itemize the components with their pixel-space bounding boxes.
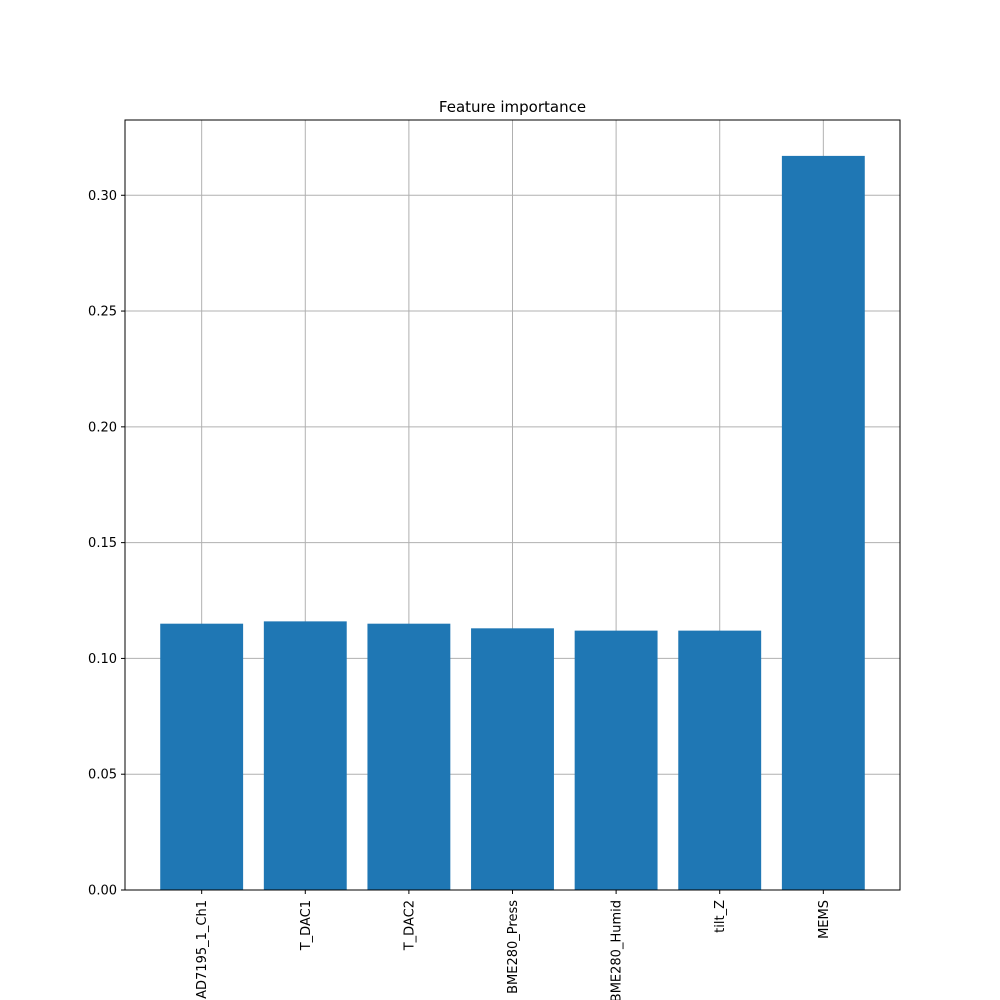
- x-tick-label: BME280_Humid: [610, 900, 625, 1000]
- tick-layer: 0.00 0.05 0.10 0.15 0.20 0.25 0.30 AD7195_1_Ch1…: [88, 189, 832, 1000]
- bar: [263, 621, 347, 890]
- x-tick-label: MEMS: [817, 900, 832, 939]
- x-tick-label: T_DAC1: [299, 900, 314, 951]
- bar: [367, 623, 451, 890]
- x-tick-label: T_DAC2: [402, 900, 417, 951]
- bar: [471, 628, 554, 890]
- chart-title: Feature importance: [439, 98, 586, 116]
- y-tick-label: 0.15: [88, 536, 117, 551]
- bar: [781, 155, 865, 891]
- x-tick-label: AD7195_1_Ch1: [195, 900, 210, 999]
- y-tick-label: 0.25: [88, 305, 117, 320]
- y-tick-label: 0.10: [88, 652, 117, 667]
- bar-layer: [160, 155, 865, 891]
- y-tick-label: 0.20: [88, 420, 117, 435]
- x-tick-label: BME280_Press: [506, 900, 521, 994]
- x-tick-label: tilt_Z: [713, 900, 728, 933]
- bar: [678, 630, 762, 890]
- y-tick-label: 0.00: [88, 884, 117, 899]
- y-tick-label: 0.30: [88, 189, 117, 204]
- bar: [160, 623, 244, 890]
- y-tick-label: 0.05: [88, 768, 117, 783]
- grid-layer: [125, 120, 900, 891]
- bar: [574, 630, 658, 890]
